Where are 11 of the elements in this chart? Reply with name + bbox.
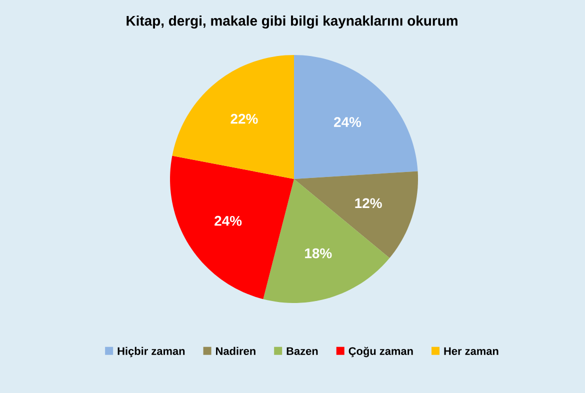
- legend-label: Çoğu zaman: [348, 346, 413, 358]
- chart-title: Kitap, dergi, makale gibi bilgi kaynaklarını okurum: [126, 15, 458, 29]
- data-label: 12%: [355, 198, 382, 208]
- data-label: 24%: [334, 117, 362, 127]
- data-label: 24%: [214, 216, 242, 226]
- data-label: 22%: [230, 114, 258, 124]
- data-label: 18%: [305, 248, 332, 258]
- legend-label: Nadiren: [216, 346, 256, 355]
- legend-label: Hiçbir zaman: [118, 346, 185, 358]
- legend-label: Bazen: [286, 347, 318, 355]
- legend-label: Her zaman: [444, 347, 498, 355]
